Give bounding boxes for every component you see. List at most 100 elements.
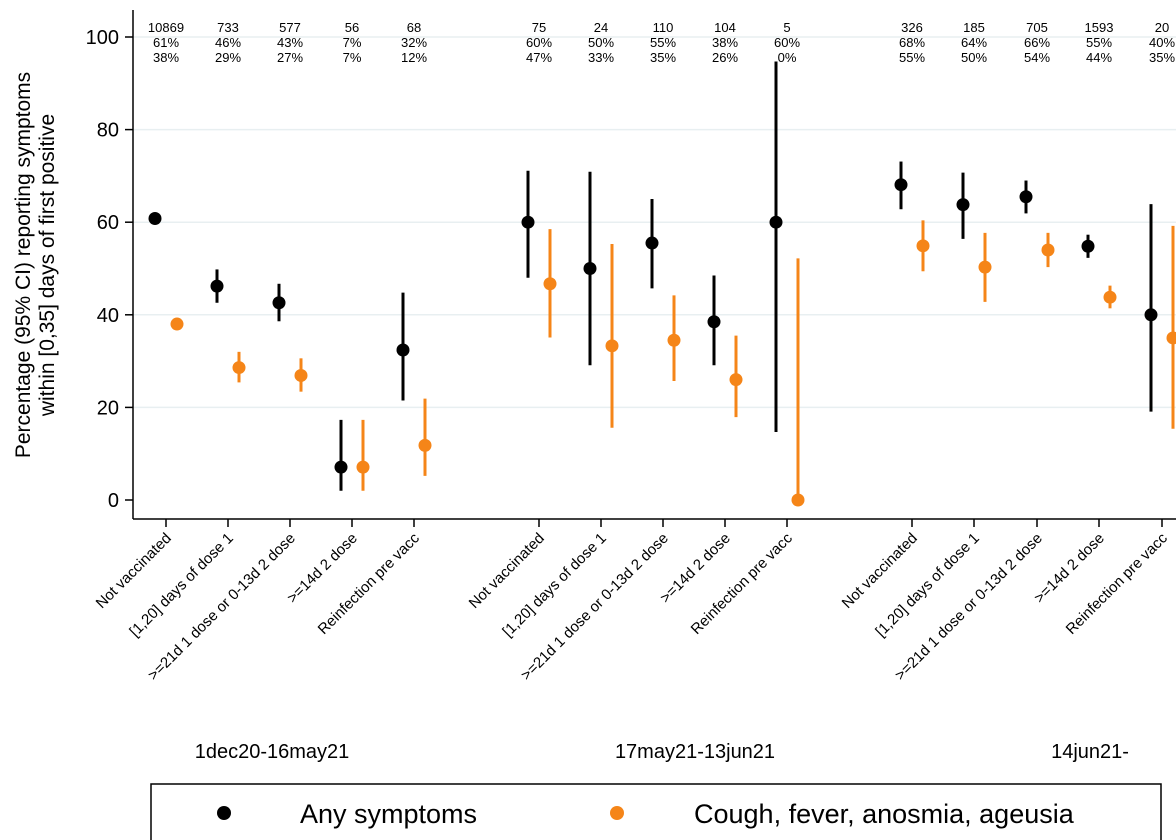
legend-box [150, 783, 1162, 840]
category-label: [1,20] days of dose 1 [126, 530, 236, 640]
point-any-symptoms [210, 279, 224, 293]
count-label: 27% [277, 50, 303, 65]
y-tick-label: 0 [108, 490, 119, 512]
count-label: 50% [961, 50, 987, 65]
point-any-symptoms [645, 236, 659, 250]
point-classic-symptoms [978, 260, 992, 274]
y-axis-label-line: within [0,35] days of first positive [36, 114, 59, 417]
count-label: 43% [277, 35, 303, 50]
point-any-symptoms [334, 460, 348, 474]
count-label: 1593 [1085, 20, 1114, 35]
y-tick-label: 80 [97, 120, 119, 142]
point-any-symptoms [1144, 308, 1158, 322]
category-label: Reinfection pre vacc [688, 529, 796, 637]
y-tick-label: 40 [97, 305, 119, 327]
count-label: 0% [778, 50, 797, 65]
count-label: 26% [712, 50, 738, 65]
count-label: 104 [714, 20, 736, 35]
point-any-symptoms [272, 296, 286, 310]
count-label: 326 [901, 20, 923, 35]
group-label: 17may21-13jun21 [615, 741, 775, 763]
point-any-symptoms [148, 211, 162, 225]
count-label: 185 [963, 20, 985, 35]
point-any-symptoms [894, 178, 908, 192]
point-classic-symptoms [170, 317, 184, 331]
category-label: [1,20] days of dose 1 [499, 530, 609, 640]
legend-label: Any symptoms [300, 799, 477, 829]
count-label: 38% [153, 50, 179, 65]
point-any-symptoms [396, 343, 410, 357]
count-label: 10869 [148, 20, 184, 35]
point-any-symptoms [583, 262, 597, 275]
count-label: 60% [526, 35, 552, 50]
count-label: 75 [532, 20, 546, 35]
count-label: 705 [1026, 20, 1048, 35]
count-label: 44% [1086, 50, 1112, 65]
count-label: 29% [215, 50, 241, 65]
point-classic-symptoms [1041, 243, 1055, 257]
y-axis-label: Percentage (95% CI) reporting symptomswi… [12, 72, 59, 458]
category-label: Reinfection pre vacc [315, 529, 423, 637]
count-label: 577 [279, 20, 301, 35]
group-label: 14jun21- [1051, 741, 1129, 763]
count-label: 32% [401, 35, 427, 50]
count-label: 35% [650, 50, 676, 65]
count-label: 50% [588, 35, 614, 50]
data-marks [148, 61, 1176, 507]
point-any-symptoms [707, 315, 721, 329]
count-label: 56 [345, 20, 359, 35]
count-label: 64% [961, 35, 987, 50]
y-axis-label-line: Percentage (95% CI) reporting symptoms [12, 72, 35, 458]
y-tick-label: 100 [86, 27, 119, 49]
count-label: 38% [712, 35, 738, 50]
count-label: 68 [407, 20, 421, 35]
count-label: 35% [1149, 50, 1175, 65]
point-any-symptoms [769, 215, 783, 229]
point-classic-symptoms [232, 361, 246, 375]
count-label: 733 [217, 20, 239, 35]
y-tick-label: 60 [97, 212, 119, 234]
count-label: 110 [653, 20, 674, 35]
count-label: 68% [899, 35, 925, 50]
count-label: 24 [594, 20, 608, 35]
count-label: 46% [215, 35, 241, 50]
count-label: 33% [588, 50, 614, 65]
point-any-symptoms [521, 215, 535, 229]
point-any-symptoms [1081, 239, 1095, 253]
point-classic-symptoms [605, 339, 619, 353]
count-label: 54% [1024, 50, 1050, 65]
point-classic-symptoms [1103, 290, 1117, 304]
grid-lines [133, 36, 1176, 409]
count-label: 55% [1086, 35, 1112, 50]
legend-label: Cough, fever, anosmia, ageusia [694, 799, 1075, 829]
axes: 0 20 40 60 80 100 Percentage (95% CI) reportin… [12, 10, 1176, 527]
point-any-symptoms [1019, 190, 1033, 204]
count-label: 55% [899, 50, 925, 65]
count-label: 61% [153, 35, 179, 50]
legend-marker [217, 806, 231, 820]
legend: Any symptoms Cough, fever, anosmia, ageus… [150, 783, 1162, 840]
count-label: 66% [1024, 35, 1050, 50]
group-label: 1dec20-16may21 [195, 741, 350, 763]
point-classic-symptoms [418, 438, 432, 452]
count-label: 55% [650, 35, 676, 50]
point-classic-symptoms [729, 373, 743, 387]
point-classic-symptoms [543, 277, 557, 291]
count-labels: 1086961%38%73346%29%57743%27%567%7%6832%… [148, 20, 1176, 65]
count-label: 5 [783, 20, 790, 35]
point-classic-symptoms [356, 460, 370, 474]
count-label: 12% [401, 50, 427, 65]
point-classic-symptoms [1166, 331, 1176, 345]
point-classic-symptoms [791, 493, 805, 507]
point-classic-symptoms [294, 368, 308, 382]
count-label: 60% [774, 35, 800, 50]
count-label: 47% [526, 50, 552, 65]
point-classic-symptoms [667, 333, 681, 347]
point-classic-symptoms [916, 239, 930, 253]
category-label: [1,20] days of dose 1 [872, 530, 982, 640]
count-label: 7% [343, 35, 362, 50]
legend-marker [610, 806, 624, 820]
y-tick-label: 20 [97, 397, 119, 419]
count-label: 7% [343, 50, 362, 65]
